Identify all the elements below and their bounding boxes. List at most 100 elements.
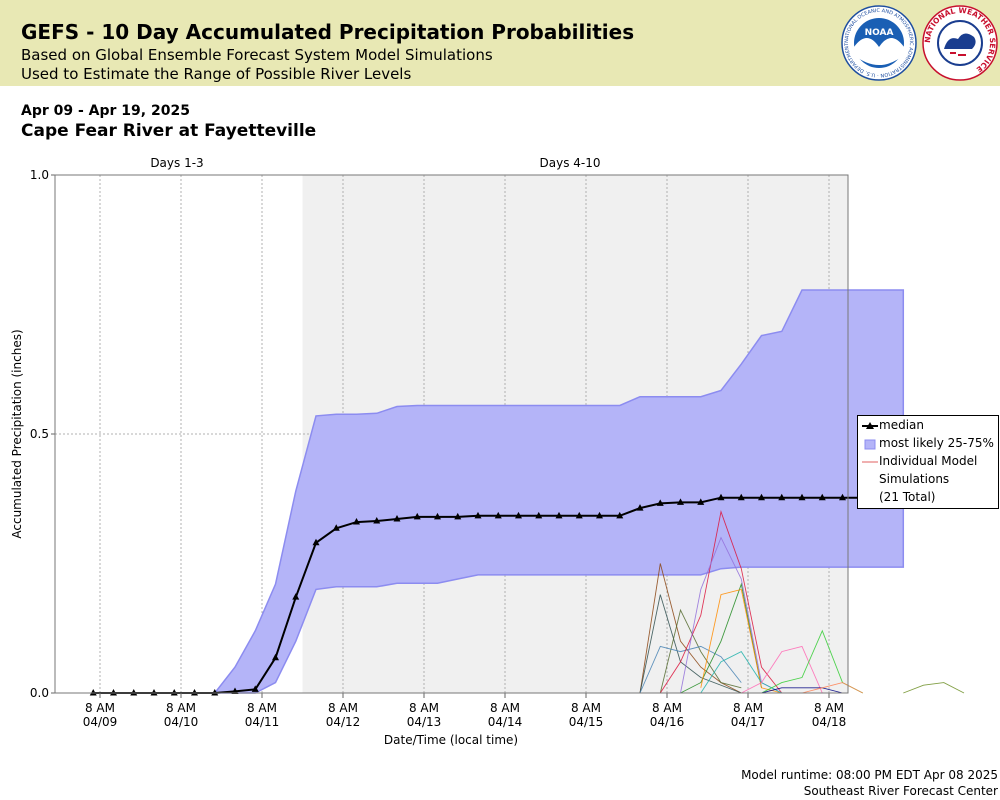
- median-point: [89, 689, 97, 696]
- median-point: [474, 511, 482, 519]
- median-point: [839, 493, 846, 501]
- y-tick-label: 0.5: [30, 427, 49, 441]
- x-tick-time: 8 AM: [247, 701, 277, 715]
- legend-label-median: median: [879, 418, 924, 432]
- legend-label-band: most likely 25-75%: [879, 436, 994, 450]
- x-tick-date: 04/17: [731, 715, 766, 729]
- legend-item-median: median: [858, 417, 998, 435]
- legend-item-members-cont: Simulations: [858, 471, 998, 489]
- noaa-logo-text: NOAA: [865, 28, 894, 38]
- x-tick-time: 8 AM: [490, 701, 520, 715]
- x-tick-date: 04/13: [407, 715, 442, 729]
- median-point: [353, 518, 360, 525]
- x-tick-time: 8 AM: [409, 701, 439, 715]
- x-tick-time: 8 AM: [166, 701, 196, 715]
- legend-item-members: Individual Model: [858, 453, 998, 471]
- y-tick-label: 1.0: [30, 168, 49, 182]
- nws-logo: NATIONAL WEATHER SERVICE: [922, 5, 998, 81]
- x-tick-date: 04/14: [488, 715, 523, 729]
- x-tick-date: 04/15: [569, 715, 604, 729]
- median-point: [251, 685, 259, 692]
- median-point: [373, 517, 381, 524]
- median-point: [575, 511, 583, 519]
- median-point: [434, 512, 441, 520]
- banner-subtitle-1: Based on Global Ensemble Forecast System…: [21, 46, 493, 64]
- median-point: [494, 511, 502, 519]
- band-swatch-icon: [864, 439, 876, 450]
- median-point: [231, 687, 239, 694]
- median-point: [170, 689, 178, 696]
- median-point: [211, 689, 219, 696]
- x-tick-time: 8 AM: [85, 701, 115, 715]
- median-point: [393, 514, 401, 522]
- median-point: [110, 689, 117, 696]
- member-line: [639, 563, 742, 694]
- x-tick-time: 8 AM: [814, 701, 844, 715]
- median-point: [717, 493, 725, 501]
- legend-item-members-count: (21 Total): [858, 489, 998, 507]
- legend-label-members-2: Simulations: [879, 472, 950, 486]
- member-line: [700, 651, 783, 694]
- median-point: [454, 512, 462, 520]
- period-label-days-4-10: Days 4-10: [540, 156, 601, 170]
- median-point: [272, 653, 279, 661]
- forecast-date-range: Apr 09 - Apr 19, 2025: [21, 103, 190, 119]
- median-point: [150, 689, 158, 696]
- legend-label-members-3: (21 Total): [879, 490, 936, 504]
- member-line: [659, 608, 742, 694]
- median-point: [758, 493, 765, 501]
- x-tick-time: 8 AM: [733, 701, 763, 715]
- x-axis-label: Date/Time (local time): [384, 733, 518, 747]
- median-point: [778, 493, 786, 501]
- median-point: [697, 498, 705, 505]
- member-line: [680, 582, 762, 694]
- median-point: [555, 511, 563, 519]
- member-line: [761, 687, 843, 694]
- legend-label-members-1: Individual Model: [879, 454, 978, 468]
- median-swatch-icon: [862, 422, 878, 429]
- median-point: [191, 689, 198, 696]
- median-point: [332, 524, 340, 531]
- median-point: [798, 493, 806, 501]
- median-point: [616, 511, 624, 519]
- banner-subtitle-2: Used to Estimate the Range of Possible R…: [21, 65, 412, 83]
- period-label-days-1-3: Days 1-3: [150, 156, 203, 170]
- x-tick-date: 04/11: [245, 715, 280, 729]
- x-tick-date: 04/09: [83, 715, 118, 729]
- x-tick-time: 8 AM: [571, 701, 601, 715]
- median-point: [636, 504, 644, 511]
- noaa-logo: NATIONAL OCEANIC AND ATMOSPHERIC ADMINIS…: [841, 5, 917, 81]
- member-line: [639, 645, 742, 694]
- median-point: [656, 499, 664, 506]
- median-point: [677, 498, 684, 505]
- x-tick-time: 8 AM: [328, 701, 358, 715]
- x-tick-date: 04/12: [326, 715, 361, 729]
- median-point: [596, 511, 603, 519]
- forecast-center: Southeast River Forecast Center: [803, 784, 998, 798]
- chart-legend: median most likely 25-75% Individual Mod…: [857, 415, 999, 509]
- page-title: GEFS - 10 Day Accumulated Precipitation …: [21, 20, 635, 44]
- y-axis-label: Accumulated Precipitation (inches): [10, 329, 24, 538]
- median-point: [818, 493, 826, 501]
- x-tick-date: 04/16: [650, 715, 685, 729]
- median-point: [737, 493, 745, 501]
- median-point: [312, 538, 320, 546]
- member-line: [801, 682, 864, 694]
- x-tick-date: 04/18: [812, 715, 847, 729]
- member-line: [659, 510, 783, 694]
- header-banner: GEFS - 10 Day Accumulated Precipitation …: [0, 0, 1000, 86]
- x-tick-date: 04/10: [164, 715, 199, 729]
- member-line: [903, 682, 965, 694]
- y-tick-label: 0.0: [30, 686, 49, 700]
- median-point: [515, 511, 522, 519]
- legend-item-band: most likely 25-75%: [858, 435, 998, 453]
- x-tick-time: 8 AM: [652, 701, 682, 715]
- member-swatch-icon: [862, 461, 878, 463]
- median-point: [413, 512, 421, 520]
- median-point: [535, 511, 543, 519]
- median-point: [292, 593, 300, 600]
- location-title: Cape Fear River at Fayetteville: [21, 121, 317, 141]
- model-runtime: Model runtime: 08:00 PM EDT Apr 08 2025: [741, 768, 998, 782]
- plot-frame: [54, 174, 849, 694]
